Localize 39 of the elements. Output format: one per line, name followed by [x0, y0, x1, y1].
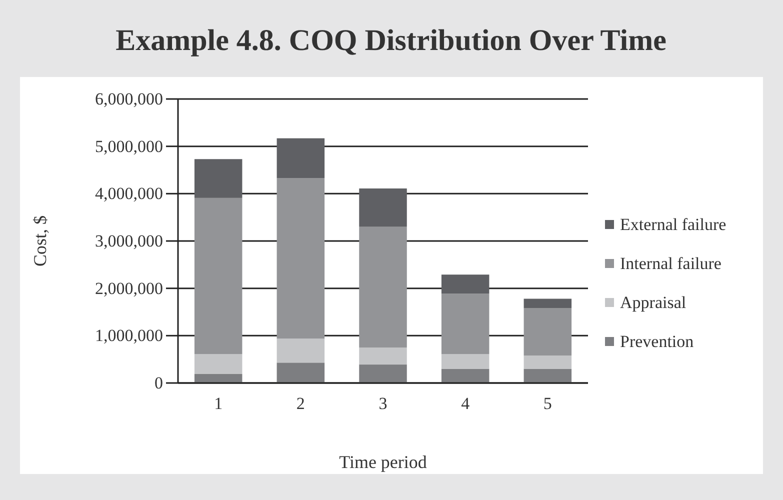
y-tick-label: 3,000,000: [95, 231, 163, 250]
bar: [524, 308, 572, 356]
bar: [276, 138, 325, 178]
bar: [359, 348, 407, 365]
chart-title: Example 4.8. COQ Distribution Over Time: [116, 24, 666, 57]
bar: [194, 354, 242, 374]
x-tick-label: 1: [214, 394, 223, 414]
y-axis-title: Cost, $: [30, 215, 50, 267]
bar: [524, 298, 572, 308]
bar: [441, 368, 490, 383]
bar: [359, 188, 407, 227]
bar: [524, 368, 572, 383]
y-tick-label: 6,000,000: [95, 89, 163, 108]
bar: [441, 354, 490, 369]
y-tick-label: 1,000,000: [95, 326, 163, 346]
y-tick-label: 4,000,000: [95, 184, 163, 204]
x-tick-label: 2: [296, 394, 305, 414]
x-tick-label: 3: [378, 394, 388, 414]
bar: [194, 374, 242, 383]
x-axis-title: Time period: [339, 452, 427, 472]
bar: [276, 362, 325, 383]
bar: [194, 198, 242, 354]
y-tick-label: 5,000,000: [95, 136, 163, 156]
bar: [441, 294, 490, 354]
bar: [194, 159, 242, 198]
bar: [359, 364, 407, 383]
legend-label: External failure: [620, 215, 726, 234]
legend-label: Prevention: [620, 332, 694, 351]
legend-label: Internal failure: [620, 254, 722, 273]
bar: [524, 356, 572, 369]
x-tick-label: 4: [461, 394, 470, 414]
bar: [359, 226, 407, 348]
x-tick-label: 5: [543, 394, 552, 414]
y-tick-label: 0: [154, 373, 163, 392]
legend-label: Appraisal: [620, 293, 686, 312]
bar: [276, 178, 325, 339]
bar: [441, 274, 490, 294]
bar: [276, 338, 325, 363]
y-tick-label: 2,000,000: [95, 278, 163, 298]
